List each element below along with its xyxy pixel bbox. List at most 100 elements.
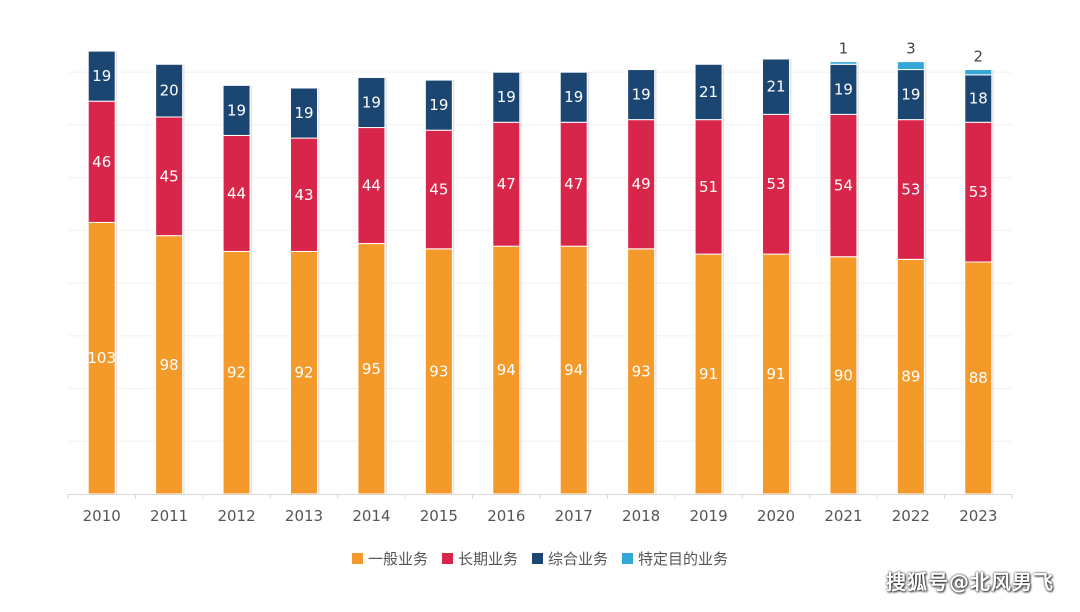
data-label: 47 xyxy=(497,175,516,193)
bar-segment xyxy=(762,58,790,115)
bar-segment xyxy=(559,71,588,123)
legend-swatch xyxy=(532,552,543,564)
bar-segment xyxy=(222,134,251,252)
data-label: 103 xyxy=(87,349,116,367)
bar-segment xyxy=(87,221,116,495)
bar-segment xyxy=(424,79,453,131)
bar-segment xyxy=(290,87,318,139)
bar-segment xyxy=(964,74,993,123)
data-label: 47 xyxy=(564,175,583,193)
bar-segment xyxy=(492,71,521,123)
bar-segment xyxy=(155,63,184,118)
data-label: 21 xyxy=(699,83,718,101)
data-label: 98 xyxy=(160,356,179,374)
data-label: 44 xyxy=(362,177,381,195)
data-label: 18 xyxy=(969,90,988,108)
bar-segment xyxy=(627,119,656,250)
x-tick-label: 2014 xyxy=(352,507,390,525)
data-label: 44 xyxy=(227,184,246,202)
bar-segment xyxy=(896,258,925,495)
bar-segment xyxy=(896,61,925,71)
data-label: 45 xyxy=(429,181,448,199)
legend-swatch xyxy=(351,552,363,564)
legend-swatch xyxy=(622,552,634,564)
x-tick-label: 2020 xyxy=(757,507,795,525)
data-label: 1 xyxy=(839,40,849,58)
bar-segment xyxy=(155,235,184,495)
data-label: 92 xyxy=(227,364,246,382)
x-tick-label: 2023 xyxy=(959,507,997,525)
legend-item: 特定目的业务 xyxy=(622,548,728,569)
x-tick-label: 2013 xyxy=(285,507,323,525)
data-label: 91 xyxy=(766,365,785,383)
bar-segment xyxy=(492,121,521,247)
data-label: 3 xyxy=(906,40,916,58)
bar-segment xyxy=(896,69,925,121)
data-label: 19 xyxy=(227,101,246,119)
data-label: 46 xyxy=(92,153,111,171)
bar-segment xyxy=(155,116,184,237)
legend-label: 综合业务 xyxy=(548,549,609,568)
bar-segment xyxy=(964,69,993,76)
data-label: 19 xyxy=(901,86,920,104)
data-label: 53 xyxy=(766,175,785,193)
bar-segment xyxy=(627,69,656,121)
legend-item: 长期业务 xyxy=(441,548,518,569)
data-label: 91 xyxy=(699,365,718,383)
data-label: 19 xyxy=(564,88,583,106)
x-tick-label: 2022 xyxy=(892,507,930,525)
data-labels: 103 46 19 98 45 20 92 44 19 92 43 19 95 44 19 93 45 19 94 4… xyxy=(87,40,987,387)
x-tick-label: 2010 xyxy=(83,507,121,525)
data-label: 19 xyxy=(294,104,313,122)
bar-segment xyxy=(357,127,386,245)
watermark: 搜狐号@北风男飞 xyxy=(886,570,1054,594)
x-tick-label: 2012 xyxy=(217,507,255,525)
data-label: 88 xyxy=(969,369,988,387)
data-label: 93 xyxy=(632,362,651,380)
data-label: 19 xyxy=(429,96,448,114)
bar-segment xyxy=(694,63,723,121)
data-label: 90 xyxy=(834,366,853,384)
bar-segment xyxy=(559,121,588,247)
data-label: 2 xyxy=(974,48,984,66)
gridlines xyxy=(68,71,1012,442)
bar-segment xyxy=(424,248,453,495)
bar-segment xyxy=(829,61,858,65)
x-tick-label: 2019 xyxy=(689,507,727,525)
data-label: 19 xyxy=(834,80,853,98)
x-tick-label: 2015 xyxy=(420,507,458,525)
bar-segment xyxy=(290,137,318,252)
bar-segment xyxy=(424,129,453,250)
legend-swatch xyxy=(441,552,453,564)
data-label: 21 xyxy=(766,78,785,96)
x-tick-label: 2011 xyxy=(150,507,188,525)
bar-segment xyxy=(357,76,386,129)
x-axis: 2010 2011 2012 2013 2014 2015 2016 2017 2018 2019… xyxy=(67,494,1013,525)
bar-segment xyxy=(222,84,251,136)
data-label: 19 xyxy=(632,86,651,104)
legend-item: 一般业务 xyxy=(351,548,428,569)
bar-segment xyxy=(896,119,925,260)
data-label: 19 xyxy=(497,88,516,106)
bar-segment xyxy=(87,100,116,223)
legend-label: 一般业务 xyxy=(367,549,428,568)
bar-segment xyxy=(87,50,116,102)
bar-segment xyxy=(829,113,858,258)
x-tick-label: 2018 xyxy=(622,507,660,525)
data-label: 19 xyxy=(362,94,381,112)
data-label: 94 xyxy=(497,361,516,379)
legend-item: 综合业务 xyxy=(532,548,608,569)
data-label: 49 xyxy=(632,175,651,193)
x-tick-label: 2016 xyxy=(487,507,525,525)
bars xyxy=(87,50,994,495)
bar-segment xyxy=(222,250,251,495)
data-label: 93 xyxy=(429,362,448,380)
legend-label: 特定目的业务 xyxy=(638,549,729,568)
data-label: 45 xyxy=(160,167,179,185)
bar-segment xyxy=(829,256,858,495)
x-tick-label: 2017 xyxy=(555,507,593,525)
bar-segment xyxy=(290,250,318,495)
data-label: 43 xyxy=(294,186,313,204)
